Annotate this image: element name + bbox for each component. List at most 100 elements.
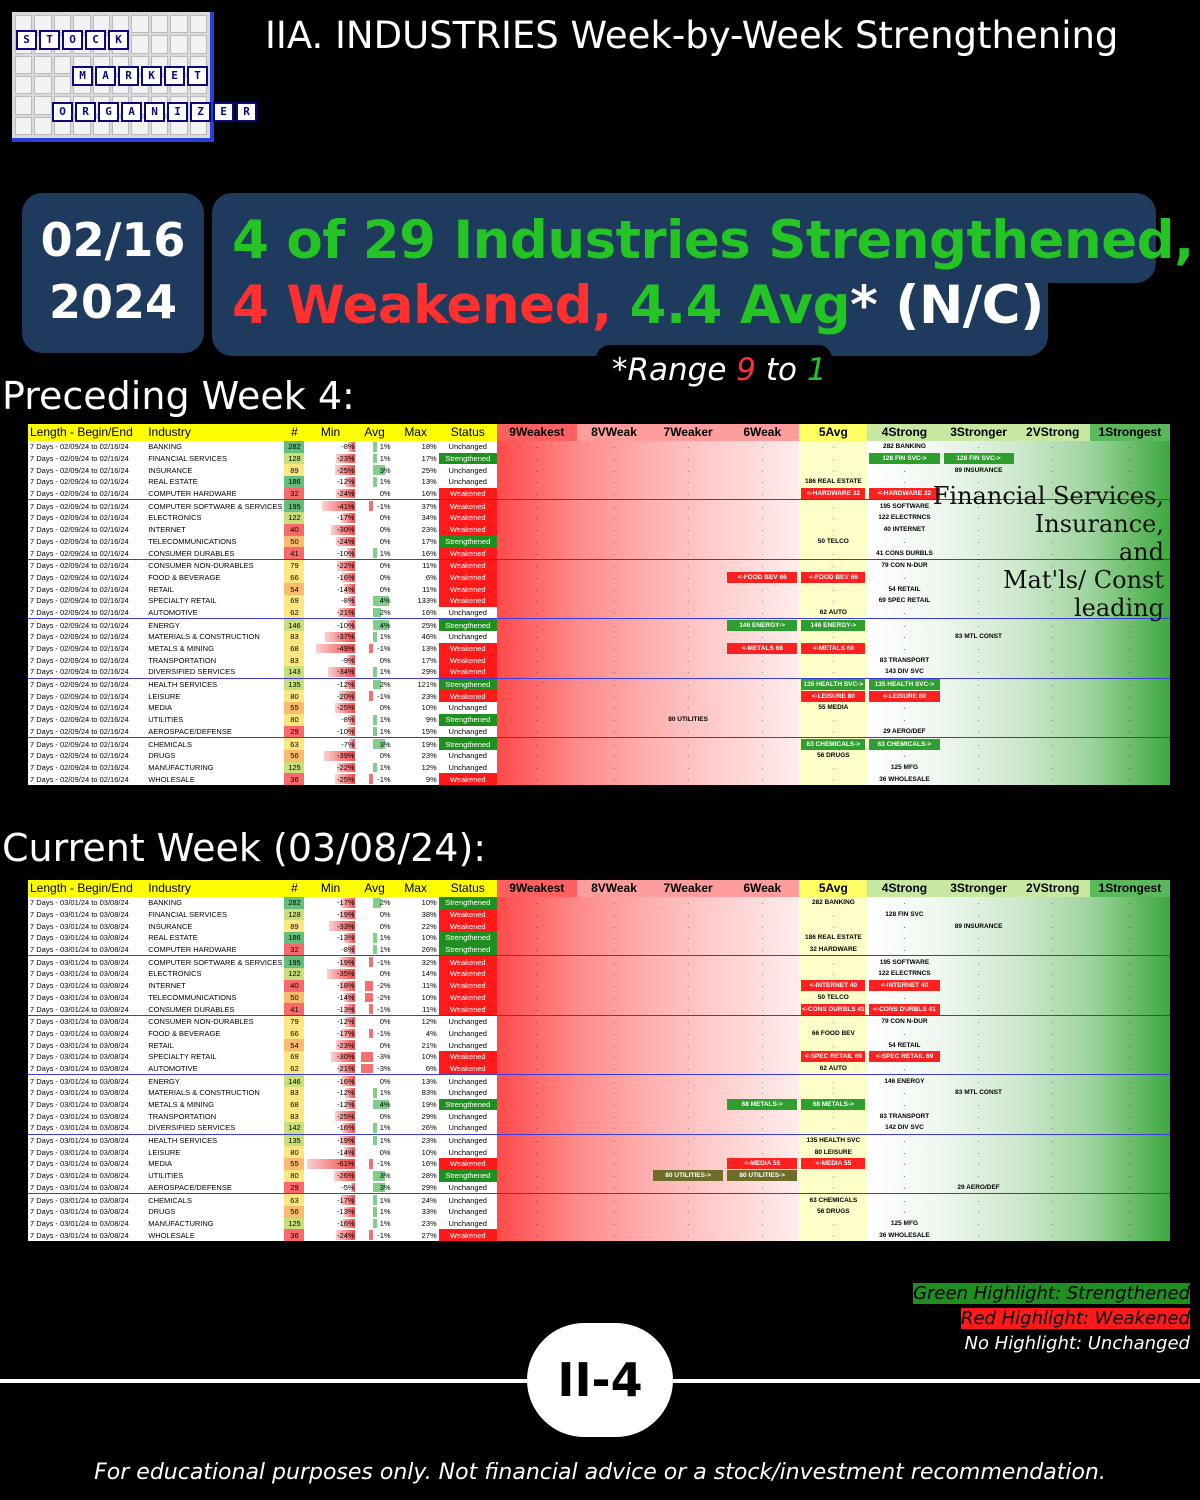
zone-cell-5: <-FOOD BEV 66 bbox=[799, 571, 868, 584]
status-cell: Weakened bbox=[438, 979, 497, 992]
zone-cell-5: . bbox=[799, 654, 868, 667]
current-week-table: Length - Begin/End Industry # Min Avg Max Stat… bbox=[28, 880, 1170, 1241]
zone-cell-8: . bbox=[576, 631, 652, 643]
zone-cell-6: . bbox=[725, 968, 800, 980]
min-bar bbox=[344, 1004, 355, 1014]
min-bar bbox=[337, 560, 355, 571]
zone-cell-7: . bbox=[651, 594, 726, 607]
count-cell: 32 bbox=[284, 943, 305, 956]
min-cell: -12% bbox=[304, 476, 357, 488]
zone-cell-3: . bbox=[941, 547, 1016, 560]
count-cell: 69 bbox=[284, 594, 305, 607]
status-cell: Strengthened bbox=[438, 618, 497, 631]
zone-cell-2: . bbox=[1015, 1217, 1090, 1230]
zone-cell-2: . bbox=[1015, 943, 1090, 956]
table-row: 7 Days - 02/09/24 to 02/16/24 MANUFACTURI… bbox=[28, 761, 1170, 774]
zone-cell-4: 41 CONS DURBLS bbox=[867, 547, 942, 560]
max-cell: 9% bbox=[392, 713, 439, 726]
zone-label: 128 FIN SVC-> bbox=[869, 453, 940, 465]
zone-cell-8: . bbox=[576, 955, 652, 969]
zone-cell-1: . bbox=[1089, 452, 1170, 465]
count-cell: 83 bbox=[284, 1087, 305, 1099]
column-header: Length - Begin/End bbox=[28, 880, 147, 897]
zone-label: <-INTERNET 40 bbox=[869, 980, 940, 992]
zone-label: 29 AERO/DEF bbox=[957, 1183, 1000, 1191]
min-cell: -24% bbox=[304, 487, 357, 500]
industry-cell: METALS & MINING bbox=[146, 1098, 285, 1111]
min-bar bbox=[339, 957, 355, 968]
zone-cell-8: . bbox=[576, 1133, 652, 1147]
zone-cell-3: . bbox=[941, 773, 1016, 785]
min-cell: -37% bbox=[304, 631, 357, 643]
industry-cell: HEALTH SERVICES bbox=[146, 1133, 285, 1147]
count-cell: 80 bbox=[284, 713, 305, 726]
count-cell: 128 bbox=[284, 452, 305, 465]
count-cell: 36 bbox=[284, 773, 305, 785]
table-row: 7 Days - 03/01/24 to 03/08/24 MATERIALS &… bbox=[28, 1087, 1170, 1099]
zone-cell-3: . bbox=[941, 1014, 1016, 1028]
industry-cell: MANUFACTURING bbox=[146, 1217, 285, 1230]
zone-cell-7: . bbox=[651, 1122, 726, 1135]
avg-cell: 0% bbox=[356, 571, 393, 584]
column-header: 5Avg bbox=[799, 880, 868, 897]
zone-cell-3: . bbox=[941, 1205, 1016, 1218]
date-box: 02/16 2024 bbox=[22, 193, 204, 353]
min-cell: -25% bbox=[304, 1110, 357, 1123]
status-cell: Weakened bbox=[438, 594, 497, 607]
min-cell: -33% bbox=[304, 920, 357, 933]
zone-cell-1: . bbox=[1089, 642, 1170, 655]
min-cell: -8% bbox=[304, 441, 357, 453]
min-bar bbox=[348, 595, 355, 606]
zone-label: 282 BANKING bbox=[811, 899, 855, 907]
zone-cell-9: . bbox=[496, 713, 577, 726]
zone-cell-2: . bbox=[1015, 499, 1090, 513]
zone-cell-1: . bbox=[1089, 897, 1170, 909]
avg-bar bbox=[372, 1088, 377, 1098]
min-bar bbox=[334, 1170, 355, 1181]
period-cell: 7 Days - 02/09/24 to 02/16/24 bbox=[28, 499, 147, 513]
min-cell: -7% bbox=[304, 737, 357, 750]
count-cell: 41 bbox=[284, 547, 305, 560]
avg-bar bbox=[372, 477, 377, 487]
count-cell: 29 bbox=[284, 1181, 305, 1194]
min-bar bbox=[325, 632, 355, 642]
period-cell: 7 Days - 02/09/24 to 02/16/24 bbox=[28, 713, 147, 726]
zone-cell-3: . bbox=[941, 1050, 1016, 1063]
zone-cell-4: . bbox=[867, 535, 942, 548]
status-cell: Strengthened bbox=[438, 535, 497, 548]
zone-cell-7: . bbox=[651, 690, 726, 703]
max-cell: 13% bbox=[392, 1074, 439, 1087]
avg-bar bbox=[368, 1028, 373, 1039]
zone-label: 62 AUTO bbox=[819, 608, 847, 616]
min-bar bbox=[348, 714, 355, 725]
period-cell: 7 Days - 03/01/24 to 03/08/24 bbox=[28, 1050, 147, 1063]
max-cell: 22% bbox=[392, 920, 439, 933]
table-row: 7 Days - 03/01/24 to 03/08/24 COMPUTER SO… bbox=[28, 955, 1170, 969]
zone-label: 79 CON N-DUR bbox=[881, 562, 928, 570]
zone-cell-3: . bbox=[941, 897, 1016, 909]
period-cell: 7 Days - 03/01/24 to 03/08/24 bbox=[28, 1039, 147, 1051]
min-bar bbox=[340, 980, 355, 991]
table-row: 7 Days - 03/01/24 to 03/08/24 MEDIA 55 -61%… bbox=[28, 1158, 1170, 1170]
zone-cell-6: <-FOOD BEV 66 bbox=[725, 571, 800, 584]
min-bar bbox=[335, 536, 355, 547]
period-cell: 7 Days - 02/09/24 to 02/16/24 bbox=[28, 702, 147, 714]
zone-cell-8: . bbox=[576, 920, 652, 933]
status-cell: Weakened bbox=[438, 666, 497, 679]
count-cell: 63 bbox=[284, 1193, 305, 1206]
zone-cell-2: . bbox=[1015, 1050, 1090, 1063]
zone-label: 146 ENERGY bbox=[884, 1077, 925, 1085]
zone-cell-8: . bbox=[576, 749, 652, 762]
count-cell: 83 bbox=[284, 654, 305, 667]
avg-bar bbox=[368, 501, 373, 512]
table-row: 7 Days - 02/09/24 to 02/16/24 CONSUMER NO… bbox=[28, 558, 1170, 572]
zone-cell-2: . bbox=[1015, 1205, 1090, 1218]
zone-cell-6: . bbox=[725, 594, 800, 607]
zone-cell-5: 282 BANKING bbox=[799, 897, 868, 909]
zone-cell-5: . bbox=[799, 499, 868, 513]
max-cell: 11% bbox=[392, 1003, 439, 1016]
date-line2: 2024 bbox=[48, 275, 178, 329]
zone-cell-7: . bbox=[651, 583, 726, 595]
zone-cell-9: . bbox=[496, 1098, 577, 1111]
zone-cell-5: 80 LEISURE bbox=[799, 1146, 868, 1159]
